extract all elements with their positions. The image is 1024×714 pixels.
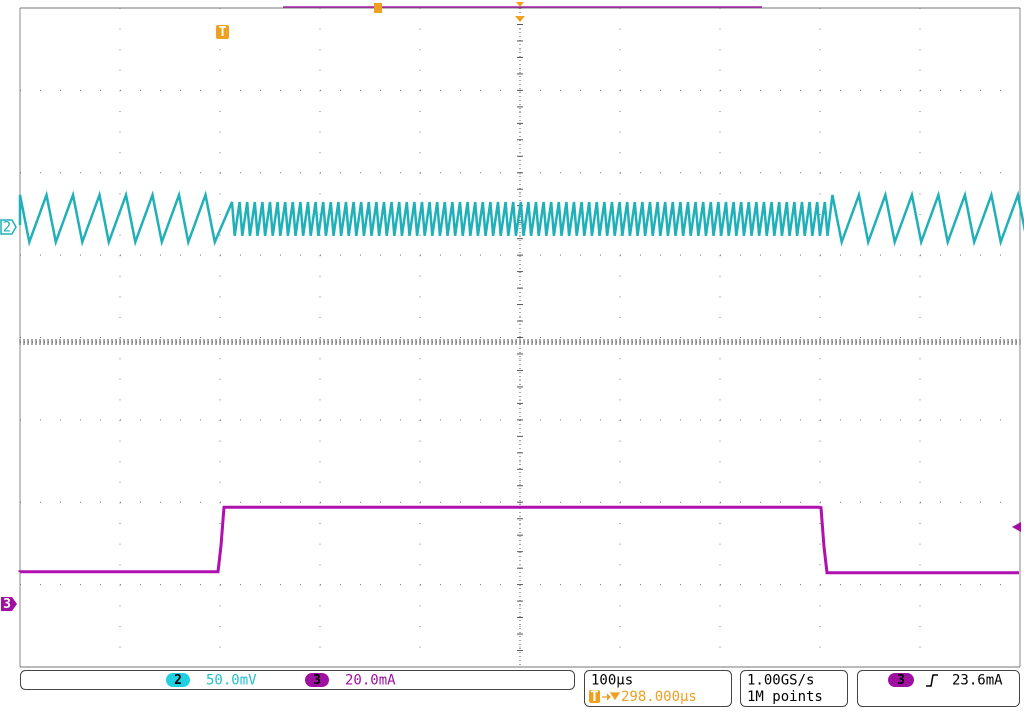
graticule [19,7,1021,668]
trigger-level-marker [1012,522,1021,532]
channel-3-marker-box [1,597,17,611]
sample-rate: 1.00GS/s [747,673,814,689]
delay-marker [515,16,525,22]
trigger-position-icon [374,3,382,13]
rising-edge-icon [926,674,938,687]
trigger-level: 23.6mA [952,673,1003,689]
center-marker [516,2,524,7]
ch3-scale: 20.0mA [345,673,396,689]
ch3-label: 3 [313,673,321,688]
channel-3-waveform [18,505,1019,575]
channel-2-waveform [18,190,1024,247]
channel-2-marker: 2 [3,220,11,236]
time-scale: 100µs [591,673,633,689]
delay-value: 298.000µs [621,689,697,705]
delay-arrow [602,692,621,701]
ch2-scale: 50.0mV [206,673,257,689]
channel-2-marker-box [0,219,17,235]
trigger-source-pill [888,673,914,687]
ch2-label: 2 [174,673,182,688]
channel-3-marker: 3 [3,597,11,612]
acquisition-status-box [740,670,848,707]
trigger-source: 3 [897,673,905,688]
ch3-pill [305,673,329,687]
trigger-marker: T [219,25,227,40]
vertical-status-box [20,670,575,690]
delay-icon-box [589,690,600,703]
trigger-marker-box [216,25,229,39]
delay-icon: T [590,689,598,705]
horizontal-status-box [584,670,732,707]
record-length: 1M points [747,689,823,705]
ch2-pill [166,673,190,687]
